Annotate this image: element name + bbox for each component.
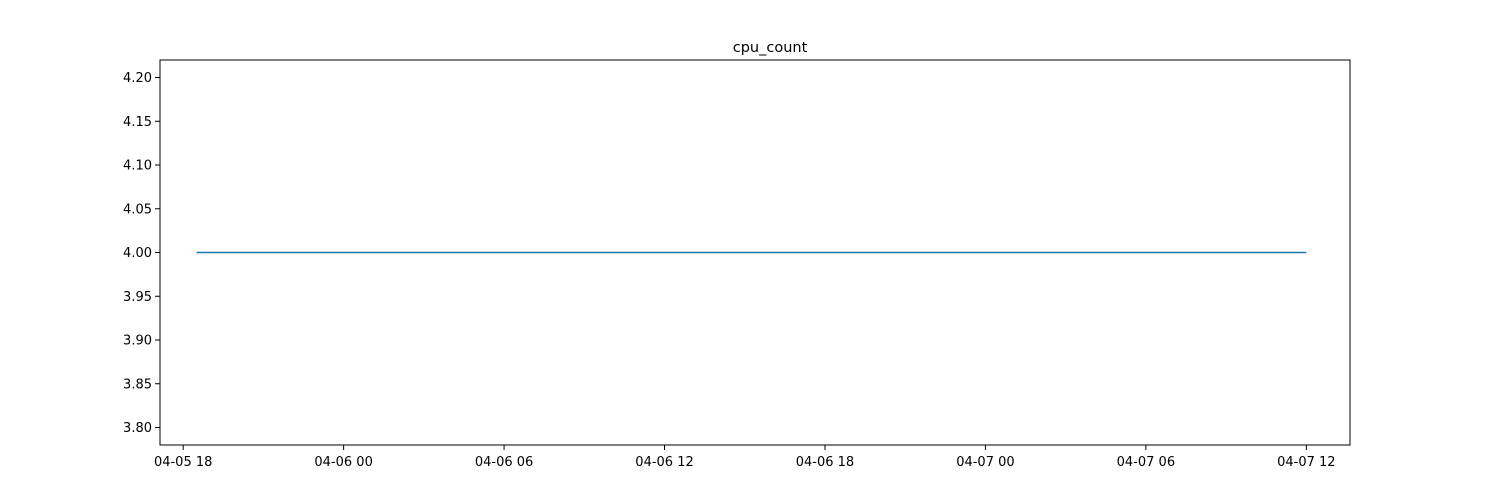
y-tick-label: 3.90 <box>123 334 152 349</box>
y-tick-label: 3.80 <box>123 421 152 436</box>
plot-frame <box>159 59 1351 446</box>
x-tick-label: 04-07 06 <box>1117 455 1175 470</box>
y-tick-label: 4.05 <box>123 202 152 217</box>
x-tick-label: 04-06 18 <box>796 455 854 470</box>
x-tick-label: 04-06 06 <box>475 455 533 470</box>
x-tick-label: 04-06 12 <box>635 455 693 470</box>
y-tick-label: 3.95 <box>123 290 152 305</box>
chart-title: cpu_count <box>733 40 808 56</box>
y-tick-label: 4.20 <box>123 71 152 86</box>
y-tick-label: 4.10 <box>123 159 152 174</box>
x-tick-label: 04-07 00 <box>956 455 1014 470</box>
y-axis: 3.80 3.85 3.90 3.95 4.00 4.05 4.10 4.15 4.20 <box>123 71 160 436</box>
x-tick-label: 04-06 00 <box>314 455 372 470</box>
x-axis: 04-05 18 04-06 00 04-06 06 04-06 12 04-06 18… <box>154 445 1336 470</box>
y-tick-label: 3.85 <box>123 377 152 392</box>
y-tick-label: 4.15 <box>123 115 152 130</box>
x-tick-label: 04-05 18 <box>154 455 212 470</box>
x-tick-label: 04-07 12 <box>1277 455 1335 470</box>
y-tick-label: 4.00 <box>123 246 152 261</box>
